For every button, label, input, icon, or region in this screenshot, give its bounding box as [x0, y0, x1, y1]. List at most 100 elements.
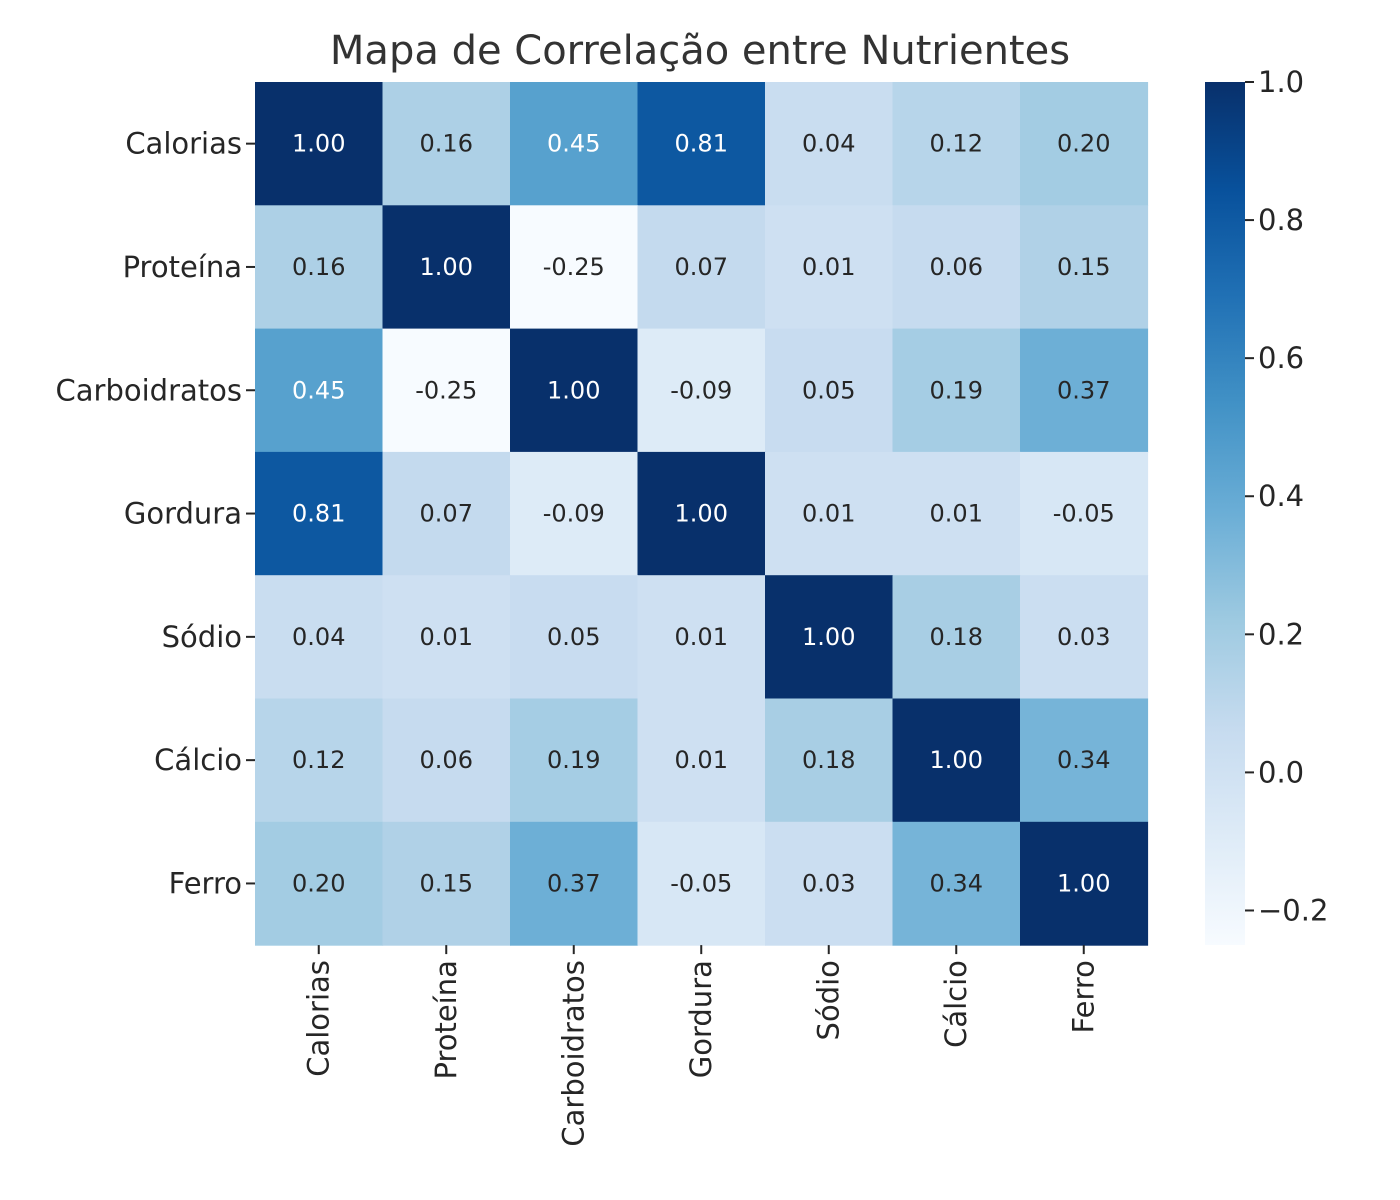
heatmap-cell: [1020, 328, 1149, 453]
heatmap-cell: [382, 328, 511, 453]
cell-value-label: 0.01: [802, 253, 855, 281]
cell-value-label: 0.20: [1057, 130, 1110, 158]
cell-value-label: 0.01: [420, 623, 473, 651]
cell-value-label: 0.16: [292, 253, 345, 281]
cell-value-label: 0.34: [930, 869, 983, 897]
colorbar-tick-label: 0.8: [1258, 203, 1304, 237]
cell-value-label: 0.01: [675, 746, 728, 774]
heatmap-cell: [637, 82, 766, 206]
cell-value-label: 0.07: [675, 253, 728, 281]
cell-value-label: 0.05: [802, 376, 855, 404]
y-tick-label: Carboidratos: [56, 373, 242, 407]
cell-value-label: 0.05: [547, 623, 600, 651]
heatmap-cells: [255, 82, 1149, 946]
heatmap-cell: [255, 575, 384, 700]
cell-value-label: 0.34: [1057, 746, 1110, 774]
heatmap-cell: [510, 575, 639, 700]
cell-value-label: 0.81: [292, 500, 345, 528]
heatmap-cell: [892, 82, 1021, 206]
colorbar-tick-label: −0.2: [1258, 893, 1328, 927]
heatmap-cell: [1020, 205, 1149, 330]
cell-value-label: 0.01: [675, 623, 728, 651]
heatmap-cell: [637, 575, 766, 700]
heatmap-cell: [382, 575, 511, 700]
cell-value-label: 0.45: [292, 376, 345, 404]
cell-value-label: 1.00: [802, 623, 855, 651]
heatmap-cell: [382, 82, 511, 206]
y-tick-label: Ferro: [169, 866, 242, 900]
heatmap-cell: [382, 205, 511, 330]
colorbar-tick-label: 0.2: [1258, 617, 1304, 651]
heatmap-cell: [892, 205, 1021, 330]
colorbar-gradient: [1205, 82, 1245, 945]
x-axis: Calorias Proteína Carboidratos Gordura Sódio…: [302, 945, 1101, 1147]
cell-value-label: 0.15: [1057, 253, 1110, 281]
colorbar: −0.2 0.0 0.2 0.4 0.6 0.8 1.0: [1205, 65, 1328, 945]
heatmap-cell: [765, 821, 894, 946]
heatmap-cell: [765, 698, 894, 823]
x-tick-label: Calorias: [302, 960, 336, 1077]
cell-value-label: 0.37: [1057, 376, 1110, 404]
heatmap-cell: [765, 82, 894, 206]
heatmap-cell: [892, 328, 1021, 453]
heatmap-cell: [255, 821, 384, 946]
heatmap-cell: [637, 451, 766, 576]
y-tick-label: Gordura: [124, 497, 242, 531]
cell-annotations: 1.00 0.16 0.45 0.81 0.04 0.12 0.20 0.16 1.00 -0.2…: [292, 130, 1115, 898]
cell-value-label: 0.81: [675, 130, 728, 158]
heatmap-cell: [510, 698, 639, 823]
cell-value-label: 0.45: [547, 130, 600, 158]
colorbar-tick-label: 0.6: [1258, 341, 1304, 375]
cell-value-label: 0.37: [547, 869, 600, 897]
x-tick-label: Sódio: [812, 960, 846, 1040]
cell-value-label: -0.25: [543, 253, 605, 281]
y-tick-label: Proteína: [123, 250, 242, 284]
cell-value-label: 1.00: [675, 500, 728, 528]
heatmap-cell: [892, 698, 1021, 823]
cell-value-label: 0.03: [802, 869, 855, 897]
heatmap-cell: [255, 698, 384, 823]
cell-value-label: -0.05: [670, 869, 732, 897]
cell-value-label: 0.18: [802, 746, 855, 774]
heatmap-cell: [637, 821, 766, 946]
heatmap-cell: [637, 205, 766, 330]
cell-value-label: -0.09: [670, 376, 732, 404]
heatmap-cell: [255, 328, 384, 453]
heatmap-cell: [637, 328, 766, 453]
heatmap-cell: [1020, 575, 1149, 700]
heatmap-cell: [510, 451, 639, 576]
cell-value-label: -0.09: [543, 500, 605, 528]
cell-value-label: 0.19: [930, 376, 983, 404]
heatmap-cell: [637, 698, 766, 823]
heatmap-cell: [1020, 82, 1149, 206]
y-tick-label: Calorias: [125, 127, 242, 161]
cell-value-label: 0.18: [930, 623, 983, 651]
cell-value-label: 1.00: [292, 130, 345, 158]
heatmap-cell: [382, 451, 511, 576]
cell-value-label: 0.01: [802, 500, 855, 528]
y-tick-label: Sódio: [162, 620, 242, 654]
cell-value-label: 0.19: [547, 746, 600, 774]
x-tick-label: Carboidratos: [557, 960, 591, 1146]
heatmap-cell: [1020, 821, 1149, 946]
heatmap-cell: [382, 698, 511, 823]
cell-value-label: 0.04: [802, 130, 855, 158]
heatmap-cell: [765, 205, 894, 330]
cell-value-label: 1.00: [930, 746, 983, 774]
colorbar-tick-label: 1.0: [1258, 65, 1304, 99]
cell-value-label: 1.00: [547, 376, 600, 404]
cell-value-label: 1.00: [420, 253, 473, 281]
heatmap-cell: [892, 821, 1021, 946]
heatmap-cell: [255, 205, 384, 330]
x-tick-label: Proteína: [429, 960, 463, 1079]
cell-value-label: 0.04: [292, 623, 345, 651]
heatmap-cell: [1020, 451, 1149, 576]
colorbar-tick-label: 0.0: [1258, 755, 1304, 789]
colorbar-tick-label: 0.4: [1258, 479, 1304, 513]
cell-value-label: 0.06: [930, 253, 983, 281]
heatmap-cell: [765, 575, 894, 700]
cell-value-label: 0.01: [930, 500, 983, 528]
heatmap-cell: [892, 575, 1021, 700]
cell-value-label: -0.25: [415, 376, 477, 404]
